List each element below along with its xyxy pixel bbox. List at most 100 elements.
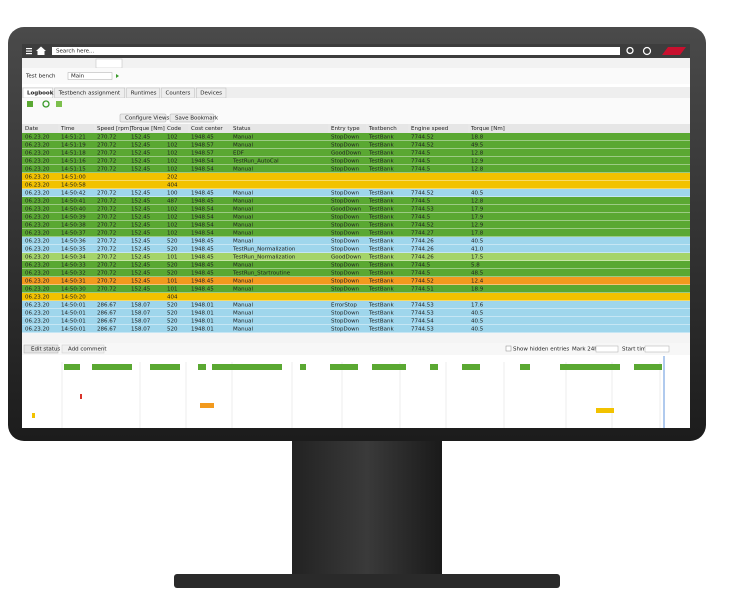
testbench-select[interactable] <box>67 72 113 80</box>
table-cell: Manual <box>233 319 253 325</box>
configure-button[interactable] <box>119 113 167 123</box>
column-header[interactable]: Code <box>167 126 182 132</box>
timeline-event <box>80 394 82 399</box>
table-cell: StopDown <box>331 159 360 165</box>
table-cell: 102 <box>167 135 178 141</box>
table-row[interactable] <box>22 309 690 317</box>
table-cell: 1948.54 <box>191 231 214 237</box>
tab-label: Counters <box>166 91 191 97</box>
table-cell: 14:50:40 <box>61 207 86 213</box>
table-row[interactable] <box>22 261 690 269</box>
table-cell: 152.45 <box>131 255 151 261</box>
testbench-label: Test bench <box>25 74 56 80</box>
table-cell: TestBank <box>368 151 394 157</box>
search-box[interactable] <box>52 47 620 55</box>
column-header[interactable]: Cost center <box>191 126 223 132</box>
table-cell: 102 <box>167 143 178 149</box>
table-row[interactable] <box>22 133 690 141</box>
add-icon[interactable] <box>27 101 33 107</box>
table-row[interactable] <box>22 189 690 197</box>
menu-icon[interactable] <box>26 48 32 50</box>
table-cell: EDF <box>233 151 244 157</box>
table-cell: Manual <box>233 199 253 205</box>
table-cell: TestRun_AutoCal <box>232 159 279 165</box>
table-row[interactable] <box>22 165 690 173</box>
table-cell: 1948.57 <box>191 143 214 149</box>
table-cell: 404 <box>167 295 178 301</box>
table-cell: 270.72 <box>97 135 116 141</box>
table-row[interactable] <box>22 157 690 165</box>
table-row[interactable] <box>22 317 690 325</box>
column-header[interactable]: Date <box>25 126 39 132</box>
stand-neck <box>292 440 442 576</box>
refresh-icon[interactable] <box>42 100 50 108</box>
table-row[interactable] <box>22 205 690 213</box>
table-cell: TestBank <box>368 135 394 141</box>
table-row[interactable] <box>22 229 690 237</box>
table-row[interactable] <box>22 285 690 293</box>
home-icon[interactable] <box>36 46 46 56</box>
column-header[interactable]: Testbench <box>368 126 397 132</box>
table-row[interactable] <box>22 181 690 189</box>
table-row[interactable] <box>22 149 690 157</box>
cloud-icon[interactable] <box>642 46 652 56</box>
table-row[interactable] <box>22 237 690 245</box>
column-header[interactable]: Torque [Nm] <box>130 126 165 132</box>
table-cell: Manual <box>233 263 253 269</box>
table-row[interactable] <box>22 141 690 149</box>
table-cell: 152.45 <box>131 279 151 285</box>
table-row[interactable] <box>22 269 690 277</box>
table-row[interactable] <box>22 245 690 253</box>
table-cell: 14:51:16 <box>61 159 86 165</box>
search-icon[interactable] <box>626 46 634 55</box>
arrow-icon[interactable] <box>116 74 119 78</box>
column-header[interactable]: Speed [rpm] <box>97 126 131 132</box>
table-row[interactable] <box>22 253 690 261</box>
column-header[interactable]: Status <box>233 126 251 132</box>
window-tab[interactable] <box>95 58 123 69</box>
edit-status-button[interactable] <box>23 344 59 354</box>
table-cell: 06.23.20 <box>25 327 50 333</box>
table-row[interactable] <box>22 293 690 301</box>
column-header[interactable]: Time <box>60 126 75 132</box>
table-row[interactable] <box>22 301 690 309</box>
table-cell: TestBank <box>368 223 394 229</box>
table-cell: 1948.45 <box>191 191 214 197</box>
table-cell: TestBank <box>368 271 394 277</box>
mark-input[interactable] <box>595 345 619 353</box>
table-cell: Manual <box>233 303 253 309</box>
table-cell: 7744.51 <box>411 287 434 293</box>
table-cell: 7744.52 <box>411 143 434 149</box>
table-cell: 286.67 <box>97 303 117 309</box>
table-cell: 14:50:35 <box>61 247 86 253</box>
export-icon[interactable] <box>56 101 62 107</box>
table-cell: 520 <box>167 327 178 333</box>
tab-label: Devices <box>200 91 222 97</box>
table-cell: 7744.5 <box>411 199 431 205</box>
column-header[interactable]: Torque [Nm] <box>470 126 505 132</box>
table-cell: 40.5 <box>471 311 484 317</box>
table-cell: 520 <box>167 271 178 277</box>
table-row[interactable] <box>22 325 690 333</box>
table-cell: 1948.45 <box>191 271 214 277</box>
column-header[interactable]: Entry type <box>331 126 360 132</box>
table-cell: 7744.5 <box>411 167 431 173</box>
table-row[interactable] <box>22 213 690 221</box>
table-cell: 152.45 <box>131 191 151 197</box>
table-cell: 520 <box>167 311 178 317</box>
table-cell: 487 <box>167 199 178 205</box>
checkbox[interactable] <box>505 345 512 352</box>
table-cell: TestBank <box>368 255 394 261</box>
table-cell: 152.45 <box>131 143 151 149</box>
table-cell: 06.23.20 <box>25 143 50 149</box>
add-comment-button[interactable] <box>61 344 105 354</box>
table-row[interactable] <box>22 173 690 181</box>
table-row[interactable] <box>22 221 690 229</box>
timeline-event <box>200 403 214 408</box>
column-header[interactable]: Engine speed <box>411 126 448 132</box>
start-time-input[interactable] <box>644 345 670 353</box>
table-row[interactable] <box>22 197 690 205</box>
table-row[interactable] <box>22 277 690 285</box>
bookmark-button[interactable] <box>169 113 215 123</box>
table-cell: 41.0 <box>471 247 484 253</box>
